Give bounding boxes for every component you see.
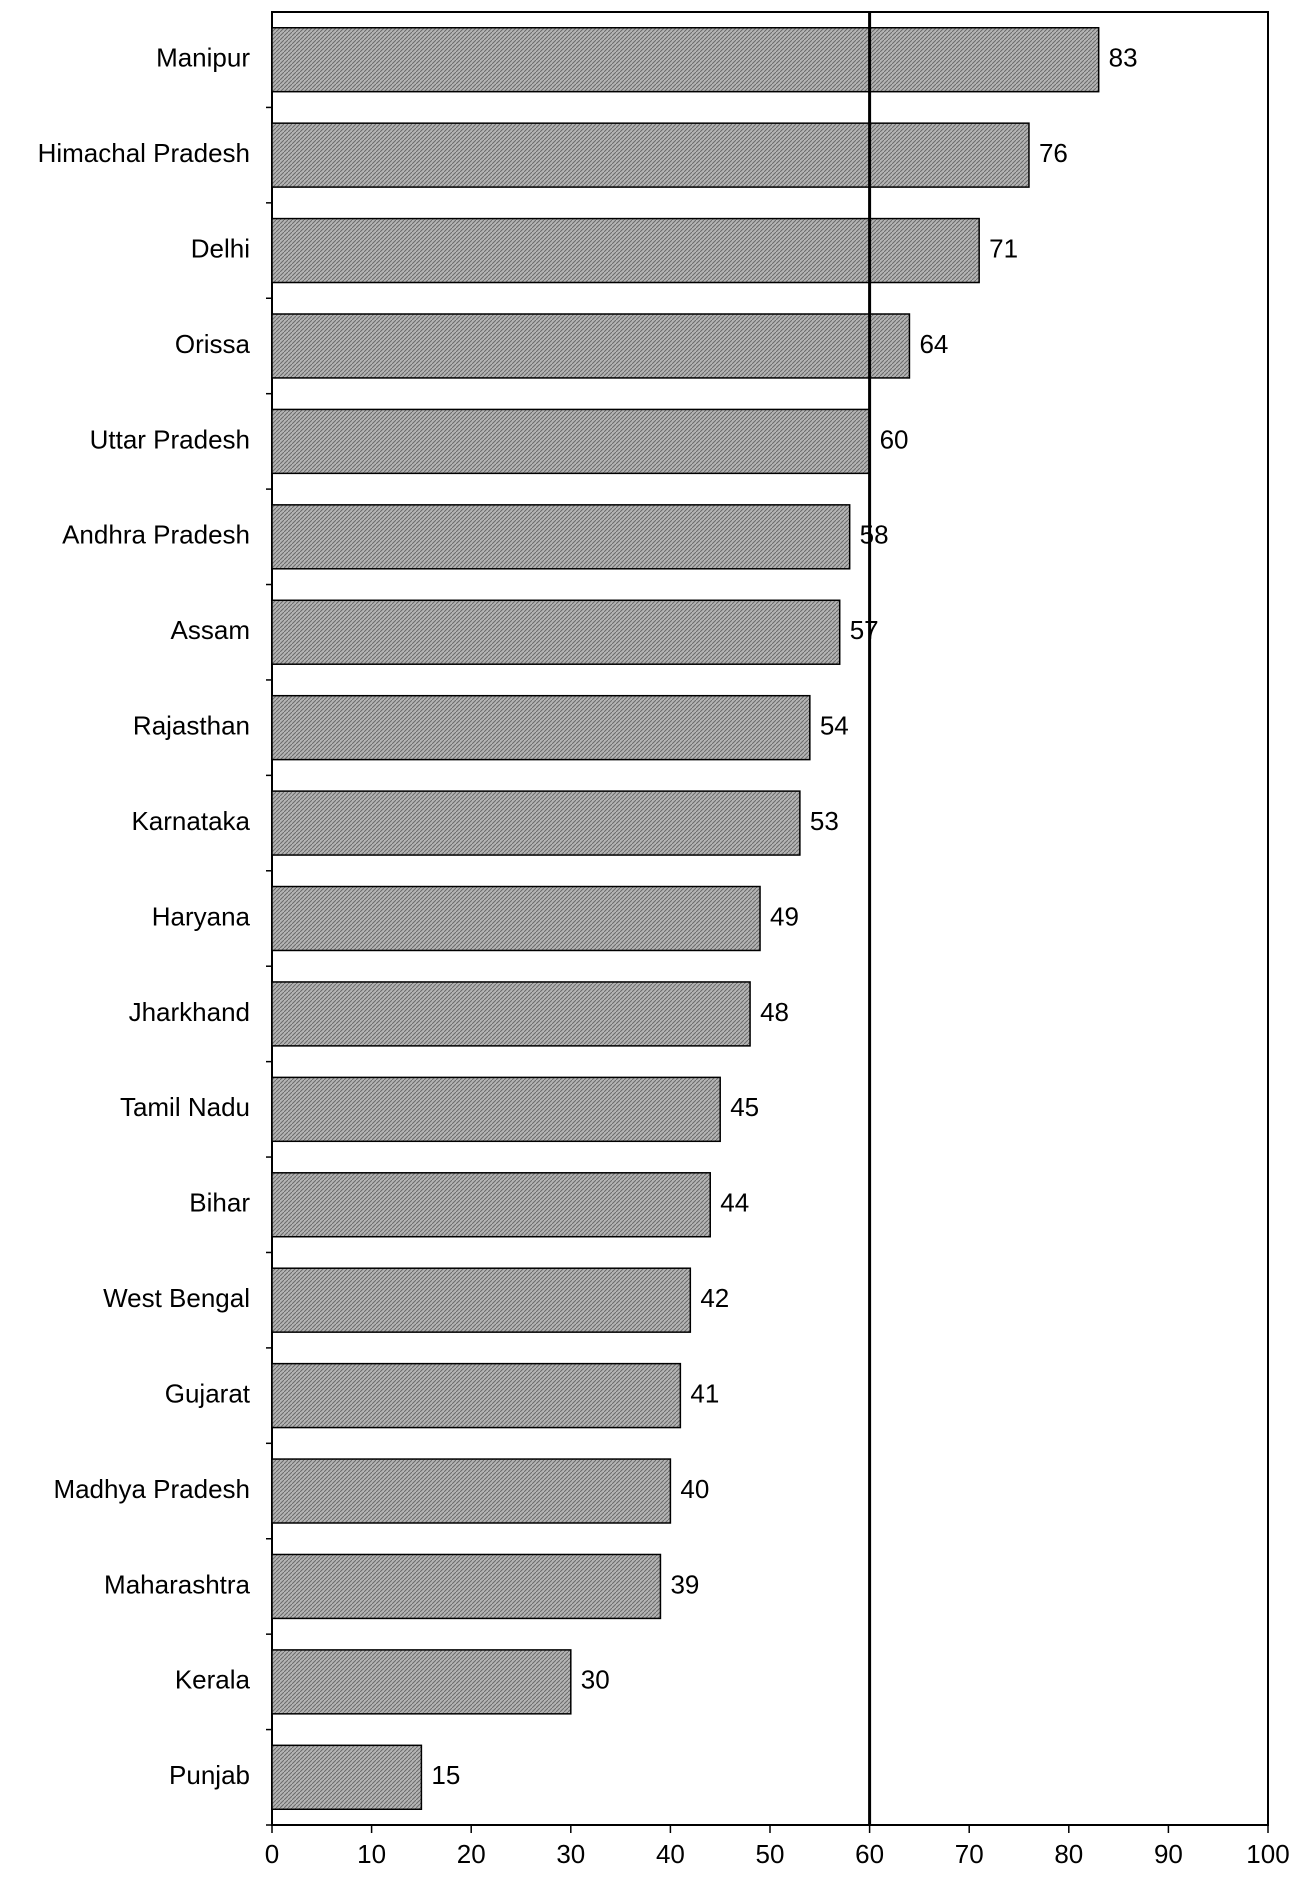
bar [271,1649,572,1715]
labels-layer: Manipur 83 Himachal Pradesh 76 Delhi 71 Orissa… [38,43,1138,1791]
data-label: 71 [989,233,1018,263]
bar [271,981,751,1047]
bar [271,217,980,284]
data-label: 42 [700,1283,729,1313]
category-label: Haryana [152,901,251,931]
category-label: Jharkhand [129,997,250,1027]
bar [271,790,801,856]
data-label: 48 [760,997,789,1027]
category-label: Gujarat [165,1378,251,1408]
data-label: 54 [820,711,849,741]
x-tick-label: 90 [1154,1839,1183,1869]
category-label: Orissa [175,329,251,359]
x-tick-label: 80 [1054,1839,1083,1869]
data-label: 57 [850,615,879,645]
x-tick-label: 40 [656,1839,685,1869]
x-tick-label: 100 [1246,1839,1289,1869]
category-label: Delhi [191,233,250,263]
bar [271,599,841,665]
bar [271,1553,662,1620]
bar [271,694,811,761]
bar [271,504,851,570]
data-label: 83 [1109,43,1138,73]
category-label: Andhra Pradesh [62,520,250,550]
data-label: 44 [720,1188,749,1218]
category-label: Kerala [175,1665,251,1695]
category-label: Tamil Nadu [120,1092,250,1122]
category-label: Punjab [169,1760,250,1790]
category-label: Maharashtra [104,1569,250,1599]
data-label: 41 [690,1378,719,1408]
ticks-layer: 0 10 20 30 40 50 60 70 80 90 100 [265,106,1290,1869]
category-label: Karnataka [131,806,250,836]
bars-layer [271,26,1100,1811]
data-label: 15 [431,1760,460,1790]
bar [271,885,761,952]
category-label: Uttar Pradesh [90,424,250,454]
x-tick-label: 0 [265,1839,279,1869]
x-tick-label: 50 [756,1839,785,1869]
data-label: 60 [880,424,909,454]
x-tick-label: 10 [357,1839,386,1869]
bar [271,408,871,475]
category-label: West Bengal [103,1283,250,1313]
x-tick-label: 60 [855,1839,884,1869]
bar [271,313,911,379]
category-label: Himachal Pradesh [38,138,250,168]
x-tick-label: 20 [457,1839,486,1869]
bar [271,1076,721,1143]
data-label: 30 [581,1665,610,1695]
data-label: 39 [670,1569,699,1599]
data-label: 40 [680,1474,709,1504]
bar [271,1458,672,1524]
data-label: 53 [810,806,839,836]
data-label: 49 [770,901,799,931]
x-tick-label: 70 [955,1839,984,1869]
bar [271,1267,692,1333]
bar [271,1172,711,1238]
category-label: Madhya Pradesh [53,1474,250,1504]
data-label: 76 [1039,138,1068,168]
x-tick-label: 30 [556,1839,585,1869]
bar [271,26,1100,93]
bar [271,1744,423,1811]
bar [271,122,1030,188]
category-label: Manipur [156,43,250,73]
category-label: Rajasthan [133,711,250,741]
category-label: Assam [171,615,250,645]
data-label: 64 [919,329,948,359]
data-label: 45 [730,1092,759,1122]
category-label: Bihar [189,1188,250,1218]
data-label: 58 [860,520,889,550]
bar [271,1362,682,1429]
